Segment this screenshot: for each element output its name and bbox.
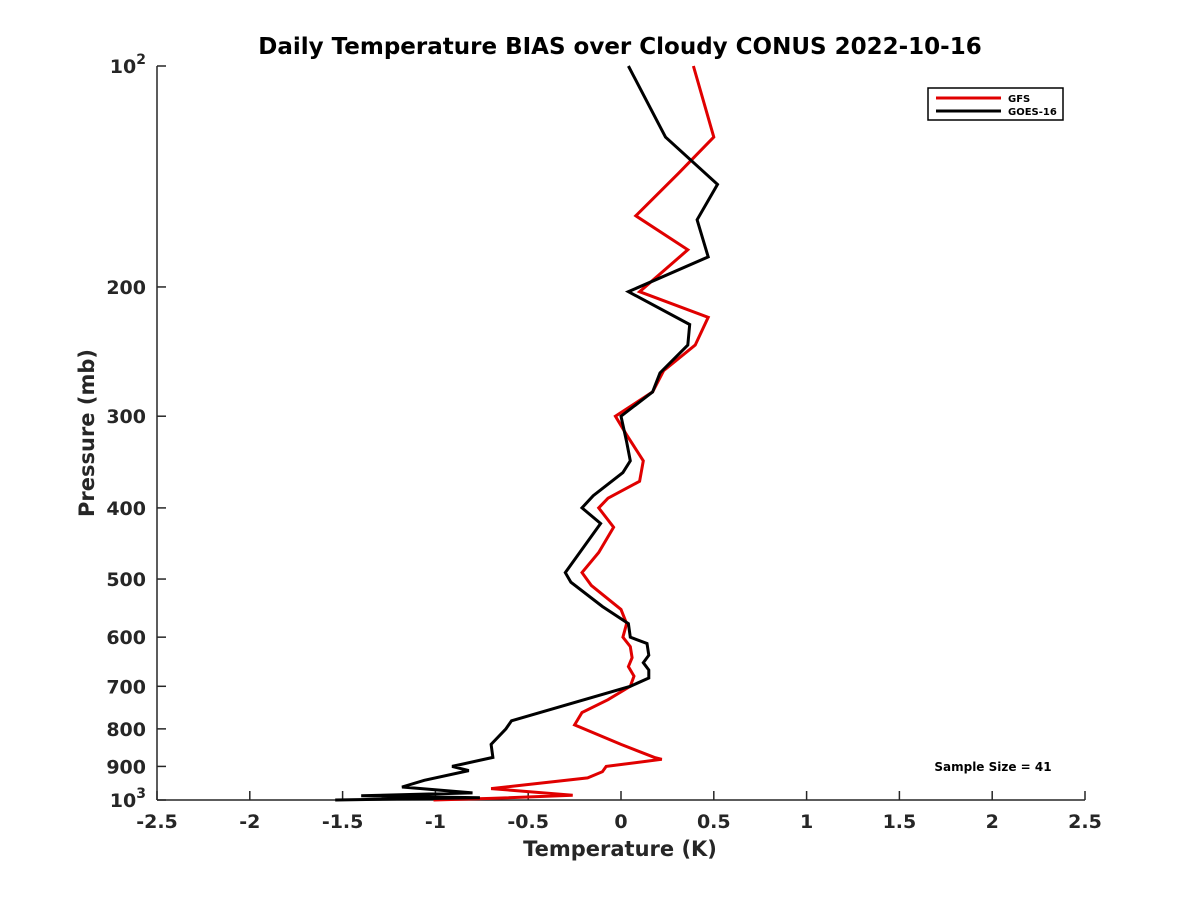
legend-box bbox=[927, 87, 1064, 121]
x-tick-label: -1.5 bbox=[322, 811, 364, 833]
sample-size-annotation: Sample Size = 41 bbox=[934, 760, 1051, 774]
chart-title: Daily Temperature BIAS over Cloudy CONUS… bbox=[258, 34, 981, 60]
x-tick-label: 2 bbox=[986, 811, 999, 833]
plot-axes: -2.5 -2 -1.5 -1 -0.5 0 0.5 1 1.5 2 2.5 102 200 300 400… bbox=[106, 52, 1102, 833]
x-axis-label: Temperature (K) bbox=[523, 837, 717, 861]
y-tick-label: 900 bbox=[106, 756, 146, 778]
x-tick-label: 0 bbox=[614, 811, 627, 833]
y-tick-label: 103 bbox=[110, 786, 146, 812]
x-tick-label: 2.5 bbox=[1068, 811, 1102, 833]
y-tick-label: 200 bbox=[106, 277, 146, 299]
y-tick-label: 600 bbox=[106, 627, 146, 649]
series-line-goes-16 bbox=[335, 65, 720, 802]
x-tick-label: 0.5 bbox=[697, 811, 731, 833]
legend: GFS GOES-16 bbox=[927, 87, 1064, 121]
y-tick-label: 102 bbox=[110, 52, 146, 78]
x-tick-label: -0.5 bbox=[507, 811, 549, 833]
series-line-gfs bbox=[433, 65, 716, 802]
legend-label-goes-16: GOES-16 bbox=[1008, 107, 1057, 118]
y-tick-label: 800 bbox=[106, 719, 146, 741]
x-tick-label: 1.5 bbox=[883, 811, 917, 833]
y-axis-label: Pressure (mb) bbox=[75, 349, 99, 517]
y-tick-label: 400 bbox=[106, 498, 146, 520]
series-layer bbox=[335, 65, 720, 802]
y-tick-label: 500 bbox=[106, 569, 146, 591]
x-tick-label: -2.5 bbox=[136, 811, 178, 833]
x-tick-label: 1 bbox=[800, 811, 813, 833]
x-tick-label: -2 bbox=[239, 811, 260, 833]
legend-label-gfs: GFS bbox=[1008, 94, 1030, 105]
y-tick-label: 300 bbox=[106, 406, 146, 428]
x-tick-label: -1 bbox=[425, 811, 446, 833]
y-tick-label: 700 bbox=[106, 676, 146, 698]
